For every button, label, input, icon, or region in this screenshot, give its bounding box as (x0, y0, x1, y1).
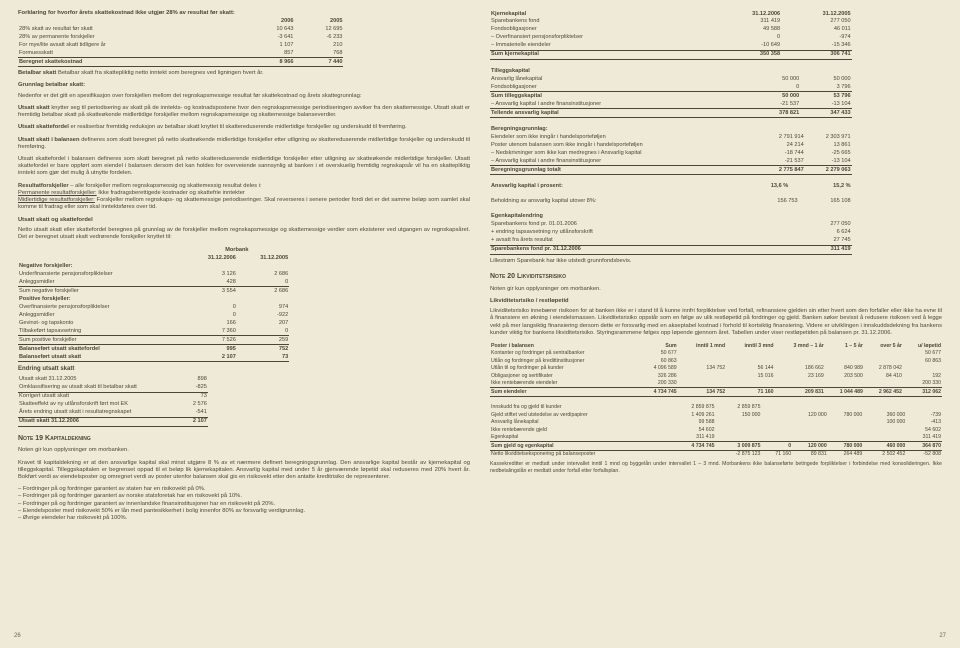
p-utsatt1: Utsatt skatt knytter seg til periodiseri… (18, 105, 470, 119)
p-utsatt3: Utsatt skatt i balansen defineres som sk… (18, 137, 470, 151)
note19-heading: Note 19 Kapitaldekning (18, 435, 470, 444)
p-grunnlag: Nedenfor er det gitt en spesifikasjon ov… (18, 93, 470, 100)
n19-p1: Noten gir kun opplysninger om morbanken. (18, 447, 470, 454)
p-utsatt2: Utsatt skattefordel er realiserbar fremt… (18, 124, 470, 131)
n19-list: – Fordringer på og fordringer garantert … (18, 486, 470, 522)
tbl-poster: Poster i balansen Sum inntil 1 mnd innti… (490, 342, 942, 397)
page-num-left: 26 (14, 633, 21, 641)
h-uss: Utsatt skatt og skattefordel (18, 217, 470, 224)
tbl1-title: Forklaring for hvorfor årets skattekostn… (18, 10, 470, 17)
p-utsatt4: Utsatt skattefordel i balansen defineres… (18, 156, 470, 178)
p-kasse: Kassekreditter er medtatt under interval… (490, 461, 942, 474)
h-endring: Endring utsatt skatt (18, 366, 470, 374)
h-n20: Likviditetsrisiko / restløpetid (490, 298, 942, 305)
tbl-beregning: Beregningsgrunnlag: Eiendeler som ikke i… (490, 125, 852, 175)
note20-heading: Note 20 Likviditetsrisiko (490, 273, 942, 282)
tbl3: Utsatt skatt 31.12.2005898 Omklassifiser… (18, 376, 208, 427)
tbl-kjernekapital: Kjernekapital31.12.200631.12.2005 Spareb… (490, 10, 852, 60)
p-betalbar: Betalbar skatt fra skattepliktig netto i… (58, 70, 264, 76)
tbl-innskudd: Innskudd fra og gjeld til kunder2 859 87… (490, 404, 942, 459)
p-res1: Resultatforskjeller – alle forskjeller m… (18, 183, 470, 212)
n20-p2: Likviditetsrisiko innebærer risikoen for… (490, 308, 942, 337)
n20-p1: Noten gir kun opplysninger om morbanken. (490, 286, 942, 293)
n19-p2: Kravet til kapitaldekning er at den ansv… (18, 460, 470, 482)
p-lille: Lillestrøm Sparebank har ikke utstedt gr… (490, 258, 942, 265)
p-uss: Netto utsatt skatt eller skattefordel be… (18, 227, 470, 241)
tbl2: Morbank 31.12.200631.12.2005 Negative fo… (18, 246, 289, 362)
tbl-ek: Egenkapitalendring Sparebankens fond pr.… (490, 213, 852, 255)
tbl1: 20062005 28% skatt av resultat før skatt… (18, 17, 343, 67)
tbl-tillegg: Tilleggskapital Ansvarlig lånekapital50 … (490, 67, 852, 118)
left-page: Forklaring for hvorfor årets skattekostn… (18, 10, 470, 522)
h-grunnlag: Grunnlag betalbar skatt: (18, 82, 470, 89)
page-num-right: 27 (939, 633, 946, 641)
right-page: Kjernekapital31.12.200631.12.2005 Spareb… (490, 10, 942, 522)
